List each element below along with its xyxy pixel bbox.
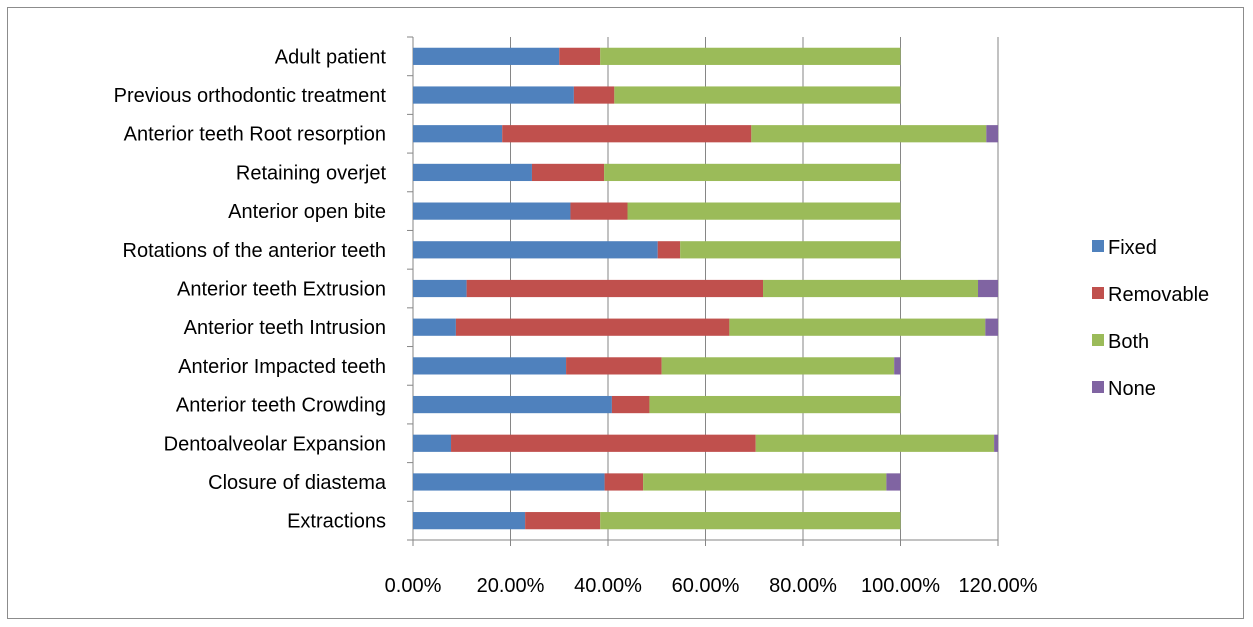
bar-both: [604, 163, 901, 182]
x-tick-label: 20.00%: [477, 575, 545, 597]
x-tick-label: 100.00%: [861, 575, 940, 597]
bar-both: [755, 434, 995, 452]
bar-both: [661, 357, 895, 375]
bar-removable: [466, 279, 764, 298]
bar-both: [614, 86, 901, 104]
bar-fixed: [413, 434, 452, 452]
category-label: Anterior Impacted teeth: [178, 356, 386, 378]
bar-removable: [531, 163, 605, 182]
bar-both: [643, 473, 887, 491]
legend-swatch-both: [1092, 334, 1104, 346]
bar-fixed: [413, 202, 571, 220]
bar-removable: [566, 357, 662, 375]
bar-none: [994, 434, 998, 452]
legend-swatch-fixed: [1092, 240, 1104, 252]
bar-both: [763, 279, 979, 298]
bars: [413, 47, 998, 530]
bar-both: [600, 512, 901, 530]
bar-fixed: [413, 395, 612, 414]
x-tick-labels: 0.00% 20.00% 40.00% 60.00% 80.00% 100.00% 120.…: [385, 575, 1038, 597]
category-label: Anterior open bite: [228, 201, 386, 223]
bar-removable: [573, 86, 615, 104]
bar-fixed: [413, 241, 658, 259]
bar-fixed: [413, 318, 456, 336]
category-label: Anterior teeth Crowding: [176, 395, 386, 417]
legend: Fixed Removable Both None: [1092, 237, 1209, 400]
bar-none: [886, 473, 901, 491]
bar-removable: [604, 473, 644, 491]
bar-none: [894, 357, 901, 375]
bar-fixed: [413, 47, 560, 65]
bar-fixed: [413, 357, 567, 375]
bar-none: [985, 318, 998, 336]
bar-fixed: [413, 125, 503, 143]
category-label: Retaining overjet: [236, 162, 387, 184]
bar-both: [751, 125, 987, 143]
bar-fixed: [413, 473, 605, 491]
bar-both: [600, 47, 901, 65]
bar-both: [627, 202, 901, 220]
bar-none: [986, 125, 998, 143]
x-tick-label: 60.00%: [672, 575, 740, 597]
bar-removable: [451, 434, 756, 452]
legend-label-none: None: [1108, 378, 1156, 400]
legend-swatch-removable: [1092, 287, 1104, 299]
category-label: Anterior teeth Extrusion: [177, 279, 386, 301]
bar-removable: [455, 318, 730, 336]
bar-fixed: [413, 279, 467, 298]
category-label: Rotations of the anterior teeth: [123, 240, 387, 262]
bar-removable: [502, 125, 752, 143]
bar-removable: [570, 202, 628, 220]
category-label: Previous orthodontic treatment: [114, 85, 387, 107]
bar-removable: [559, 47, 601, 65]
bar-removable: [525, 512, 601, 530]
x-tick-label: 120.00%: [959, 575, 1038, 597]
bar-both: [680, 241, 901, 259]
category-label: Anterior teeth Intrusion: [184, 317, 386, 339]
bar-fixed: [413, 512, 526, 530]
x-tick-label: 80.00%: [769, 575, 837, 597]
legend-label-removable: Removable: [1108, 284, 1209, 306]
x-tick-label: 40.00%: [574, 575, 642, 597]
bar-removable: [657, 241, 681, 259]
legend-label-fixed: Fixed: [1108, 237, 1157, 259]
category-labels: Adult patient Previous orthodontic treatm…: [114, 46, 387, 532]
category-label: Extractions: [287, 511, 386, 533]
bar-none: [978, 279, 998, 298]
category-label: Adult patient: [275, 46, 387, 68]
x-tick-label: 0.00%: [385, 575, 442, 597]
bar-fixed: [413, 86, 574, 104]
category-label: Anterior teeth Root resorption: [124, 124, 386, 146]
bar-fixed: [413, 163, 532, 182]
legend-label-both: Both: [1108, 331, 1149, 353]
bar-both: [729, 318, 986, 336]
legend-swatch-none: [1092, 381, 1104, 393]
bar-removable: [611, 395, 650, 414]
category-label: Closure of diastema: [208, 472, 387, 494]
category-label: Dentoalveolar Expansion: [164, 433, 386, 455]
bar-both: [649, 395, 901, 414]
